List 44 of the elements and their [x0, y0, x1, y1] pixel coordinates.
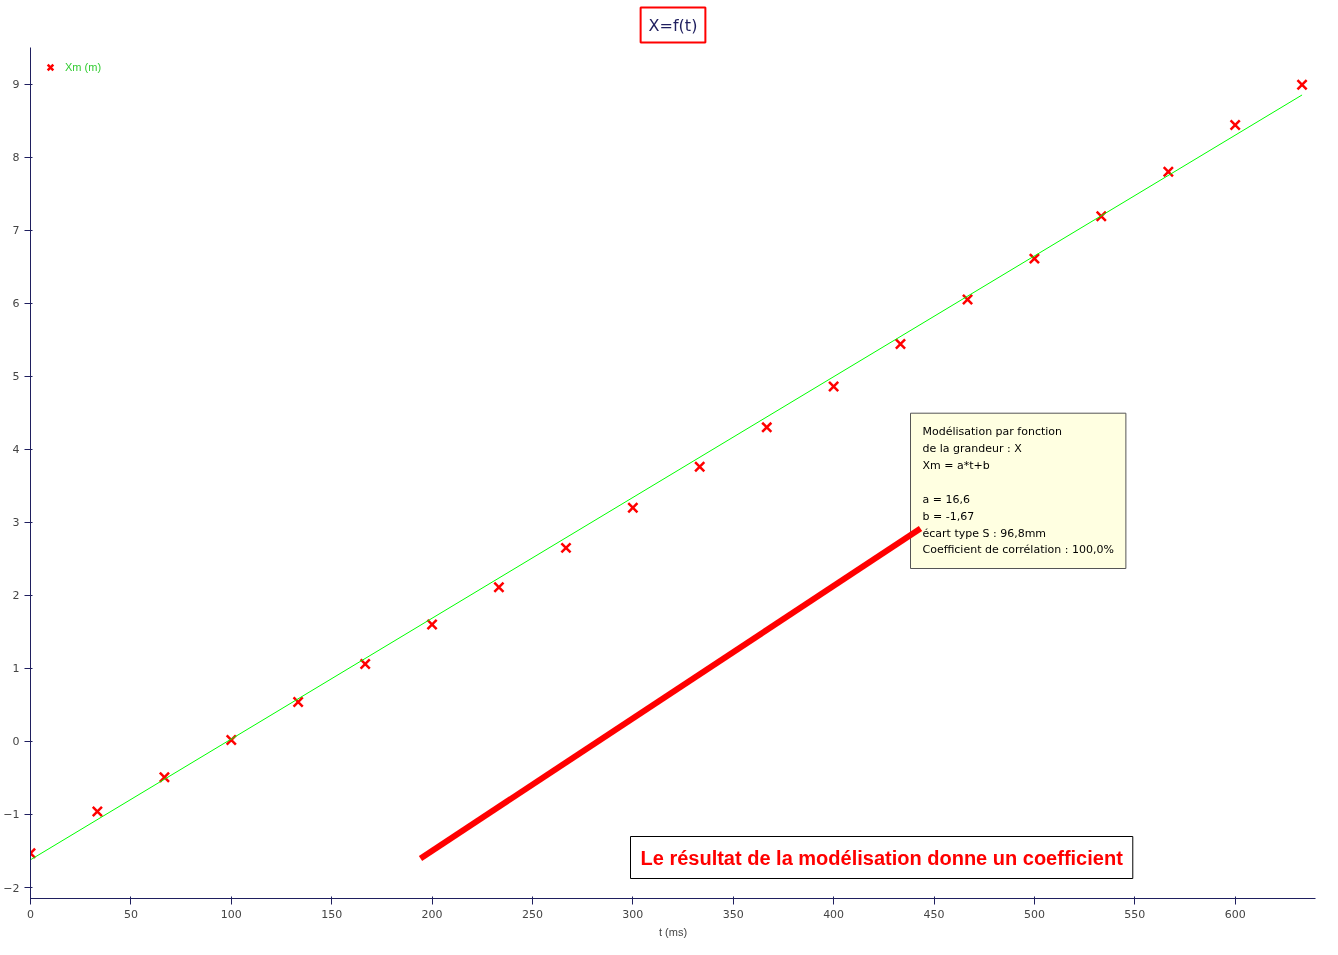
x-tick-label: 300: [622, 907, 644, 921]
x-axis-title: t (ms): [658, 925, 688, 938]
x-tick-label: 350: [722, 907, 744, 921]
point: [894, 338, 907, 350]
point: [493, 581, 505, 594]
x-tick-label: 100: [220, 907, 242, 921]
point: [693, 460, 706, 473]
x-tick-label: 500: [1023, 907, 1045, 921]
x-tick-label: 400: [823, 907, 845, 921]
x-tick-label: 0: [27, 907, 34, 921]
y-tick-label: 1: [12, 662, 20, 676]
x-tick-label: 550: [1124, 907, 1146, 921]
text: Modélisation par fonction de la grandeur : X Xm = a*t+b a = 16,6 b = -1,67 écart type S : 96,8mm Coefficient de corrélation : 100,0%: [922, 425, 1114, 557]
point: [560, 542, 572, 554]
y-tick-label: −2: [3, 881, 20, 895]
y-tick-label: 9: [12, 78, 20, 92]
annotation: Le résultat de la modélisation donne un coefficient: [640, 846, 1124, 869]
x-tick-label: 600: [1224, 907, 1246, 921]
y-tick-label: 6: [12, 297, 20, 311]
x-tick-label: 450: [923, 907, 945, 921]
y-tick-label: 8: [12, 151, 20, 165]
y-tick-label: 5: [12, 370, 20, 384]
y-tick-label: 0: [12, 735, 20, 749]
point: [1028, 252, 1041, 265]
point: [1162, 165, 1175, 178]
point: [426, 618, 438, 631]
point: [760, 421, 773, 434]
x-tick-label: 200: [421, 907, 443, 921]
point: [91, 805, 104, 818]
point: [1229, 119, 1242, 131]
point: [359, 658, 372, 670]
y-tick-label: 3: [12, 516, 20, 530]
y-tick-label: 7: [12, 224, 20, 238]
x-tick-label: 50: [123, 907, 138, 921]
chart-title: X=f(t): [648, 15, 698, 35]
y-tick-label: −1: [3, 808, 20, 822]
y-tick-label: 4: [12, 443, 20, 457]
legend-label: Xm (m): [65, 61, 102, 73]
y-tick-label: 2: [12, 589, 20, 603]
point: [627, 501, 639, 514]
x-tick-label: 150: [321, 907, 343, 921]
point: [827, 380, 840, 393]
x-tick-label: 250: [521, 907, 543, 921]
point: [1296, 78, 1308, 91]
